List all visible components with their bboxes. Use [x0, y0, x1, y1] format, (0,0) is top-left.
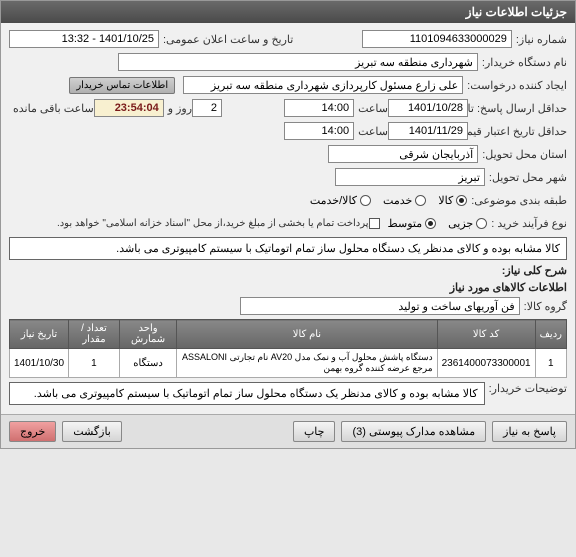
remain-label: ساعت باقی مانده	[13, 102, 94, 115]
radio-medium[interactable]: متوسط	[388, 217, 437, 230]
requester-label: ایجاد کننده درخواست:	[467, 79, 567, 92]
group-label: گروه کالا:	[524, 300, 567, 313]
buyer-note-box: کالا مشابه بوده و کالای مدنظر یک دستگاه …	[9, 382, 485, 405]
radio-icon	[415, 195, 426, 206]
items-table: ردیف کد کالا نام کالا واحد شمارش تعداد /…	[9, 319, 567, 378]
th-qty: تعداد / مقدار	[69, 320, 120, 349]
need-no-field: 1101094633000029	[362, 30, 512, 48]
th-idx: ردیف	[535, 320, 566, 349]
province-label: استان محل تحویل:	[482, 148, 567, 161]
reply-button[interactable]: پاسخ به نیاز	[492, 421, 567, 442]
radio-icon	[476, 218, 487, 229]
process-label: نوع فرآیند خرید :	[491, 217, 567, 230]
need-no-label: شماره نیاز:	[516, 33, 567, 46]
group-field: فن آوریهای ساخت و تولید	[240, 297, 520, 315]
deadline-date-field: 1401/10/28	[388, 99, 468, 117]
th-name: نام کالا	[177, 320, 437, 349]
th-date: تاریخ نیاز	[10, 320, 69, 349]
cell-unit: دستگاه	[119, 349, 176, 378]
radio-goods[interactable]: کالا	[438, 194, 467, 207]
items-info-label: اطلاعات کالاهای مورد نیاز	[9, 281, 567, 294]
buyer-field: شهرداری منطقه سه تبریز	[118, 53, 478, 71]
cell-idx: 1	[535, 349, 566, 378]
cell-qty: 1	[69, 349, 120, 378]
validity-date-field: 1401/11/29	[388, 122, 468, 140]
buyer-label: نام دستگاه خریدار:	[482, 56, 567, 69]
th-unit: واحد شمارش	[119, 320, 176, 349]
requester-field: علی زارع مسئول کارپردازی شهرداری منطقه س…	[183, 76, 463, 94]
validity-label: حداقل تاریخ اعتبار قیمت: تا تاریخ:	[472, 125, 567, 138]
cell-date: 1401/10/30	[10, 349, 69, 378]
remain-time-field: 23:54:04	[94, 99, 164, 117]
validity-time-field: 14:00	[284, 122, 354, 140]
radio-goods-service-label: کالا/خدمت	[310, 194, 357, 207]
radio-service-label: خدمت	[383, 194, 412, 207]
print-button[interactable]: چاپ	[293, 421, 336, 442]
back-button[interactable]: بازگشت	[62, 421, 122, 442]
deadline-time-field: 14:00	[284, 99, 354, 117]
announce-label: تاریخ و ساعت اعلان عمومی:	[163, 33, 293, 46]
province-field: آذربایجان شرقی	[328, 145, 478, 163]
radio-service[interactable]: خدمت	[383, 194, 426, 207]
city-field: تبریز	[335, 168, 485, 186]
radio-icon	[456, 195, 467, 206]
radio-small[interactable]: جزیی	[448, 217, 487, 230]
time-label-1: ساعت	[358, 102, 388, 115]
city-label: شهر محل تحویل:	[489, 171, 567, 184]
contact-info-button[interactable]: اطلاعات تماس خریدار	[69, 77, 175, 94]
exit-button[interactable]: خروج	[9, 421, 56, 442]
deadline-label: حداقل ارسال پاسخ: تا تاریخ:	[472, 102, 567, 115]
description-box: کالا مشابه بوده و کالای مدنظر یک دستگاه …	[9, 237, 567, 260]
buyer-note-label: توضیحات خریدار:	[489, 382, 567, 395]
subject-class-label: طبقه بندی موضوعی:	[471, 194, 567, 207]
radio-medium-label: متوسط	[388, 217, 423, 230]
cell-name: دستگاه پاشش محلول آب و نمک مدل AV20 نام …	[177, 349, 437, 378]
th-code: کد کالا	[437, 320, 535, 349]
general-desc-label: شرح کلی نیاز:	[9, 264, 567, 277]
radio-small-label: جزیی	[448, 217, 473, 230]
radio-icon	[425, 218, 436, 229]
radio-goods-service[interactable]: کالا/خدمت	[310, 194, 371, 207]
table-row[interactable]: 1 2361400073300001 دستگاه پاشش محلول آب …	[10, 349, 567, 378]
payment-note: پرداخت تمام یا بخشی از مبلغ خرید،از محل …	[57, 218, 369, 229]
time-label-2: ساعت	[358, 125, 388, 138]
announce-field: 1401/10/25 - 13:32	[9, 30, 159, 48]
cell-code: 2361400073300001	[437, 349, 535, 378]
panel-title: جزئیات اطلاعات نیاز	[1, 1, 575, 23]
radio-goods-label: کالا	[438, 194, 453, 207]
radio-icon	[360, 195, 371, 206]
days-field: 2	[192, 99, 222, 117]
payment-checkbox[interactable]	[369, 218, 380, 229]
days-label: روز و	[168, 102, 192, 115]
attachments-button[interactable]: مشاهده مدارک پیوستی (3)	[341, 421, 486, 442]
